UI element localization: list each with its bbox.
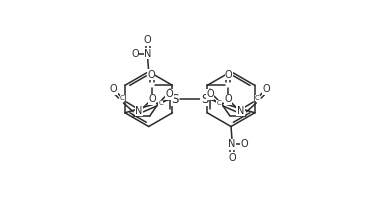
Text: O: O [224,94,232,104]
Text: N: N [135,106,143,116]
Text: N: N [237,106,244,116]
Text: O: O [148,94,156,104]
Text: O: O [262,84,270,94]
Text: N: N [228,139,236,149]
Text: O: O [228,153,236,163]
Text: C: C [217,100,222,106]
Text: O: O [110,84,118,94]
Text: O: O [166,89,173,99]
Text: C: C [158,100,163,106]
Text: S: S [201,93,208,105]
Text: S: S [172,93,179,105]
Text: O: O [147,70,155,80]
Text: N: N [144,49,151,59]
Text: C: C [255,95,260,101]
Text: O: O [131,49,139,59]
Text: O: O [144,35,151,45]
Text: O: O [241,139,249,149]
Text: C: C [120,95,125,101]
Text: O: O [225,70,233,80]
Text: O: O [206,89,214,99]
